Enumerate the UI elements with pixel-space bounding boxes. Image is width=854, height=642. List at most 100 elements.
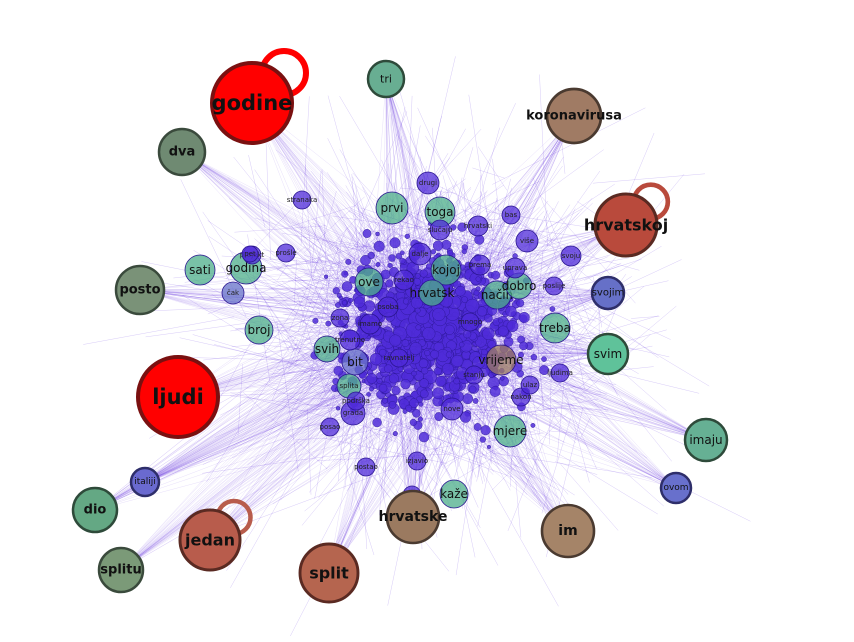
minor-node [418, 431, 430, 443]
central-node-trenutno: trenutno [335, 329, 365, 351]
central-node-prema: prema [469, 254, 491, 276]
central-node-circle [221, 281, 245, 305]
central-node-izjavio: izjavio [406, 451, 428, 471]
minor-node [541, 356, 547, 362]
minor-node [441, 362, 454, 375]
central-node-circle [375, 191, 409, 225]
minor-node [491, 270, 501, 280]
central-node-broj: broj [244, 315, 274, 345]
central-node-label: sati [189, 263, 211, 277]
minor-node [445, 351, 453, 358]
minor-node [432, 307, 446, 322]
minor-node [409, 418, 417, 426]
major-node-layer: godine ljudi hrvatskoj jedan split koronaviru… [71, 59, 729, 604]
central-node-bit: bit [341, 348, 369, 376]
node-jedan: jedan [178, 508, 242, 572]
central-node-label: mnogo [458, 318, 482, 326]
central-node-circle [354, 267, 384, 297]
central-node-circle [276, 243, 296, 263]
minor-node [419, 378, 429, 389]
minor-node [473, 289, 480, 296]
central-node-circle [493, 414, 527, 448]
central-node-circle [393, 269, 415, 291]
minor-node [369, 386, 375, 392]
minor-node [341, 281, 353, 292]
central-node-circle [408, 242, 432, 266]
minor-node [335, 406, 341, 411]
node-label: godine [212, 91, 293, 115]
central-node-više: više [515, 229, 539, 253]
central-node-label: pet [244, 250, 256, 258]
central-node-način: način [481, 280, 513, 310]
minor-node [389, 237, 401, 249]
central-node-hrvatsk: hrvatsk [410, 279, 455, 307]
node-hrvatske: hrvatske [379, 489, 447, 545]
central-node-circle [464, 365, 484, 385]
central-node-circle [504, 257, 526, 279]
minor-node [312, 317, 319, 324]
central-node-circle [501, 205, 521, 225]
central-node-circle [440, 397, 464, 421]
central-node-label: izjavio [406, 457, 428, 465]
central-node-label: mjere [493, 424, 527, 438]
node-label: italiji [134, 477, 156, 487]
central-node-dalje: dalje [408, 242, 432, 266]
minor-node [469, 385, 477, 393]
central-node-label: hrvatsk [410, 286, 455, 300]
minor-node [414, 307, 421, 314]
central-node-podrška: podrška [342, 391, 370, 411]
minor-node [459, 341, 465, 348]
minor-node [345, 258, 352, 265]
node-ljudi: ljudi [136, 355, 220, 439]
node-splitu: splitu [97, 546, 145, 594]
minor-node [481, 348, 488, 356]
minor-node [392, 431, 398, 437]
minor-node [387, 262, 393, 268]
minor-node [474, 234, 485, 245]
node-circle [210, 61, 294, 145]
minor-node [505, 305, 517, 317]
minor-node [461, 296, 468, 303]
central-node-layer: prvi toga sati godina ove kojoj hrvatsk načindo… [184, 171, 582, 509]
central-node-circle [560, 245, 582, 267]
minor-node [399, 257, 406, 265]
node-circle [586, 332, 630, 376]
minor-node [325, 320, 332, 327]
minor-node [506, 320, 519, 332]
minor-node [432, 240, 444, 251]
central-node-circle [244, 315, 274, 345]
minor-node [475, 276, 481, 282]
minor-node [487, 444, 492, 449]
central-node-circle [339, 329, 361, 351]
central-node-label: prošle [275, 249, 296, 257]
minor-node [388, 254, 396, 262]
minor-node [419, 389, 429, 399]
node-circle [683, 417, 729, 463]
minor-node [500, 376, 505, 381]
central-node-circle [430, 254, 462, 286]
minor-node [412, 409, 421, 418]
node-circle [178, 508, 242, 572]
central-node-slučaju: slučaju [428, 219, 452, 241]
central-node-label: postao [354, 463, 378, 471]
minor-node [457, 222, 467, 232]
node-label: svim [594, 347, 622, 361]
central-node-mnogo: mnogo [458, 312, 482, 332]
node-circle [545, 87, 603, 145]
central-node-treba: treba [539, 312, 571, 344]
node-label: dio [84, 503, 107, 518]
central-node-postao: postao [354, 457, 378, 477]
minor-node [388, 373, 399, 384]
central-node-bas: bas [501, 205, 521, 225]
node-label: posto [119, 283, 160, 298]
central-node-circle [359, 313, 381, 335]
minor-node [497, 325, 509, 337]
minor-node [435, 375, 447, 387]
minor-node [417, 416, 423, 422]
node-label: splitu [100, 563, 141, 578]
minor-node [375, 231, 380, 237]
central-node-label: toga [426, 205, 453, 219]
central-node-vrijeme: vrijeme [478, 344, 524, 376]
node-svojim: svojim [590, 275, 626, 311]
